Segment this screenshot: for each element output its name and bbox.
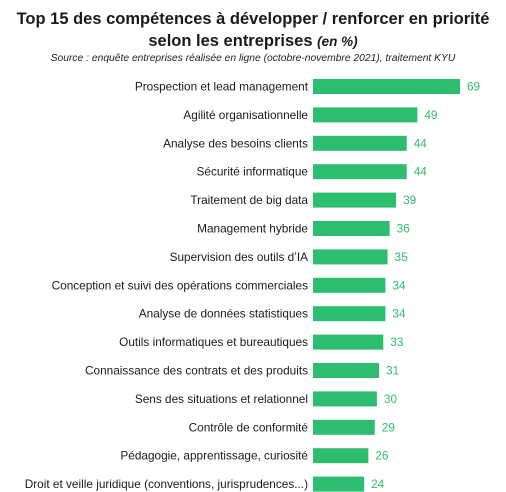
category-label: Management hybride [197,222,308,236]
bar [313,277,386,293]
chart-title: Top 15 des compétences à développer / re… [0,8,506,53]
category-label: Prospection et lead management [135,80,309,94]
value-label: 69 [467,80,480,94]
value-label: 36 [397,222,411,236]
value-label: 29 [382,420,395,434]
chart-title-text: Top 15 des compétences à développer / re… [16,10,490,50]
chart-title-unit: (en %) [317,34,358,49]
bar [313,221,390,236]
value-label: 44 [414,165,428,179]
bar [313,107,418,123]
bar [313,79,460,94]
category-label: Sens des situations et relationnel [135,392,308,406]
category-label: Analyse des besoins clients [163,136,308,150]
category-label: Connaissance des contrats et des produit… [85,364,308,378]
bar [313,363,380,378]
bar [313,391,377,407]
category-label: Supervision des outils d’IA [170,250,308,264]
category-label: Outils informatiques et bureautiques [119,335,308,349]
value-label: 26 [375,449,389,463]
category-label: Analyse de données statistiques [139,307,308,321]
chart-source: Source : enquête entreprises réalisée en… [50,53,456,64]
value-label: 34 [392,278,406,292]
value-label: 44 [414,136,428,150]
value-label: 31 [386,364,399,378]
bar [313,135,407,151]
category-label: Sécurité informatique [197,165,309,179]
bar [313,306,386,322]
category-label: Contrôle de conformité [189,420,309,434]
bar [313,334,384,350]
value-label: 39 [403,193,416,207]
value-label: 33 [390,335,404,349]
value-label: 30 [384,392,398,406]
bar [313,476,365,492]
value-label: 35 [395,250,409,264]
category-label: Pédagogie, apprentissage, curiosité [120,449,308,463]
category-label: Agilité organisationnelle [183,108,308,122]
category-label: Droit et veille juridique (conventions, … [25,477,308,491]
bar [313,164,407,180]
value-label: 34 [392,307,406,321]
category-label: Traitement de big data [190,193,308,207]
bar [313,249,388,265]
category-label: Conception et suivi des opérations comme… [52,278,308,292]
bar [313,448,369,464]
bar [313,192,397,208]
bar [313,419,375,435]
value-label: 24 [371,477,385,491]
value-label: 49 [424,108,437,122]
